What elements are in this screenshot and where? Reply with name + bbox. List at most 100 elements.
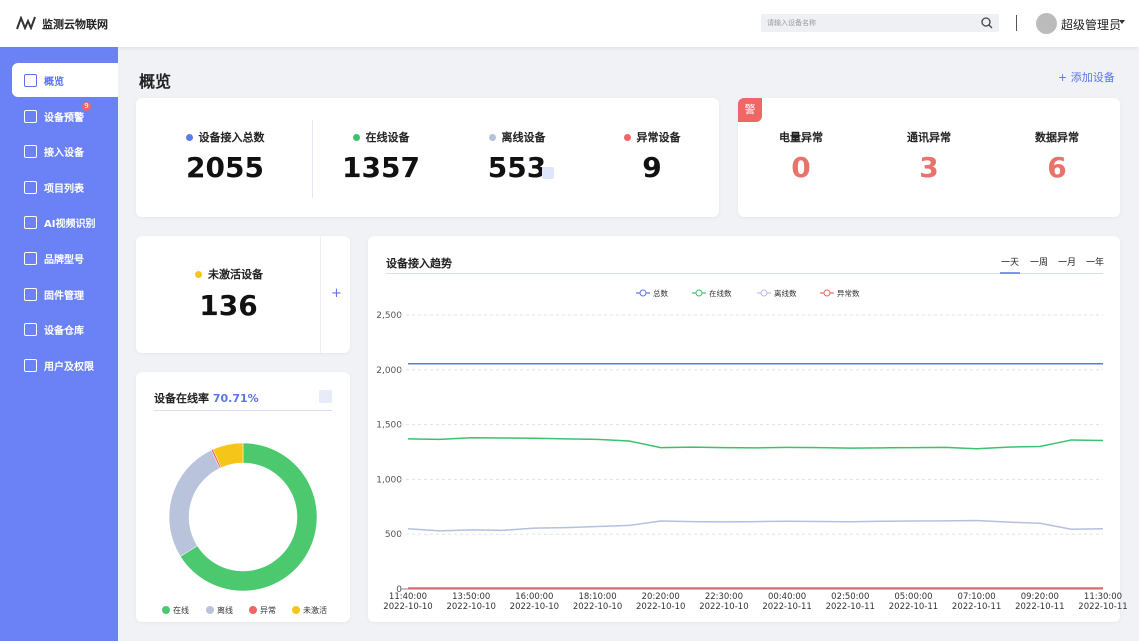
x-tick-date: 2022-10-11 [1015, 602, 1064, 612]
legend-label: 在线数 [709, 288, 732, 298]
y-tick-label: 500 [385, 530, 402, 540]
add-device[interactable]: + 添加设备 [1058, 71, 1115, 84]
range-tab[interactable]: 一天 [1001, 258, 1019, 268]
series-line [407, 519, 1104, 532]
stat-label: 设备接入总数 [175, 129, 275, 145]
menu-icon [24, 358, 37, 372]
menu-label[interactable]: 固件管理 [44, 290, 84, 302]
y-tick-label: 1,500 [376, 421, 402, 431]
menu-item[interactable]: AI视频识别 [12, 205, 118, 239]
stat-value: 9 [642, 151, 662, 184]
x-tick-time: 20:20:00 [642, 592, 680, 602]
logo: 监测云物联网 [42, 18, 108, 31]
inactive-label: 未激活设备 [195, 266, 263, 282]
info-icon [542, 167, 554, 179]
legend-dot [292, 606, 300, 614]
menu-badge: 9 [82, 101, 91, 111]
alert-value: 3 [919, 151, 939, 184]
menu-icon [24, 287, 37, 301]
menu-icon [24, 74, 37, 87]
x-tick-date: 2022-10-10 [383, 602, 432, 612]
online-rate: 70.71% [212, 392, 259, 405]
user-name[interactable]: 超级管理员 [1061, 18, 1122, 32]
x-tick-time: 05:00:00 [894, 592, 932, 602]
y-tick-label: 2,000 [376, 366, 402, 376]
legend-marker [823, 289, 831, 297]
series-line [407, 437, 1104, 450]
menu-item[interactable]: 品牌型号 [12, 241, 118, 275]
menu-item[interactable]: 固件管理 [12, 277, 118, 311]
menu-icon [24, 109, 37, 123]
menu-item[interactable]: 用户及权限 [12, 348, 118, 382]
legend-marker [760, 289, 768, 297]
legend-label: 未激活 [303, 605, 327, 615]
legend-dot [623, 134, 631, 141]
range-tab[interactable]: 一月 [1058, 257, 1076, 268]
sidebar: 概览设备预警 9 接入设备项目列表 AI视频识别 品牌型号固件管理设备仓库用户及权限 [0, 47, 118, 641]
alert-badge: 警 [738, 98, 762, 122]
menu-icon [24, 145, 37, 159]
menu-label[interactable]: 项目列表 [44, 183, 84, 195]
x-tick-time: 18:10:00 [578, 592, 616, 602]
legend-label: 总数 [653, 288, 668, 298]
alert-value: 6 [1047, 151, 1067, 184]
menu-label[interactable]: 用户及权限 [44, 361, 94, 373]
inactive-label-text: 未激活设备 [208, 268, 263, 281]
legend-dot [162, 606, 170, 614]
page-title: 概览 [139, 72, 172, 91]
stat-label: 异常设备 [602, 129, 702, 145]
divider [312, 120, 313, 198]
inactive-value: 136 [199, 289, 258, 322]
legend-dot [206, 606, 214, 614]
menu-label[interactable]: AI视频识别 [44, 219, 96, 231]
header: 监测云物联网 请输入设备名称 超级管理员 [0, 0, 1139, 47]
range-tab[interactable]: 一周 [1030, 257, 1048, 268]
x-tick-time: 00:40:00 [768, 592, 806, 602]
menu-item[interactable]: 概览 [12, 63, 118, 97]
x-tick-date: 2022-10-11 [889, 602, 938, 612]
range-tab[interactable]: 一年 [1086, 256, 1104, 268]
x-tick-time: 13:50:00 [452, 592, 490, 602]
legend-dot [185, 134, 193, 141]
legend-marker [639, 289, 647, 297]
menu-label[interactable]: 接入设备 [44, 148, 84, 160]
menu-item[interactable]: 设备仓库 [12, 312, 118, 346]
logo-icon [16, 16, 36, 30]
menu-label[interactable]: 设备仓库 [44, 326, 84, 338]
search-icon[interactable] [981, 17, 993, 29]
menu-label[interactable]: 概览 [44, 77, 64, 88]
y-tick-label: 1,000 [376, 475, 402, 485]
expand-button[interactable]: + [331, 286, 342, 301]
divider [1016, 15, 1017, 31]
x-tick-time: 02:50:00 [831, 592, 869, 602]
x-tick-date: 2022-10-11 [762, 602, 811, 612]
donut-segment [168, 449, 221, 557]
x-tick-date: 2022-10-10 [573, 602, 622, 612]
stat-label-text: 在线设备 [365, 131, 410, 144]
menu-label[interactable]: 设备预警 [44, 112, 84, 124]
add-device-label[interactable]: 添加设备 [1070, 71, 1115, 84]
menu-icon [24, 216, 37, 230]
donut-segment [212, 442, 244, 468]
legend-label: 在线 [173, 605, 189, 615]
download-button[interactable] [319, 390, 332, 403]
x-tick-date: 2022-10-10 [636, 602, 685, 612]
menu-item[interactable]: 设备预警 9 [12, 99, 118, 133]
avatar[interactable] [1036, 13, 1057, 34]
stat-label: 离线设备 [467, 129, 567, 145]
menu-label[interactable]: 品牌型号 [44, 255, 84, 266]
search[interactable]: 请输入设备名称 [761, 14, 999, 32]
trend-card: 设备接入趋势 [368, 236, 1120, 622]
x-tick-time: 07:10:00 [958, 592, 996, 602]
x-tick-time: 11:30:00 [1084, 592, 1122, 602]
stat-label-text: 异常设备 [636, 131, 681, 144]
stat-value: 2055 [186, 151, 264, 184]
x-tick-time: 09:20:00 [1021, 592, 1059, 602]
x-tick-time: 16:00:00 [515, 592, 553, 602]
menu-item[interactable]: 项目列表 [12, 170, 118, 204]
search-placeholder: 请输入设备名称 [767, 19, 816, 27]
menu-item[interactable]: 接入设备 [12, 134, 118, 168]
dropdown-caret [1119, 20, 1125, 24]
